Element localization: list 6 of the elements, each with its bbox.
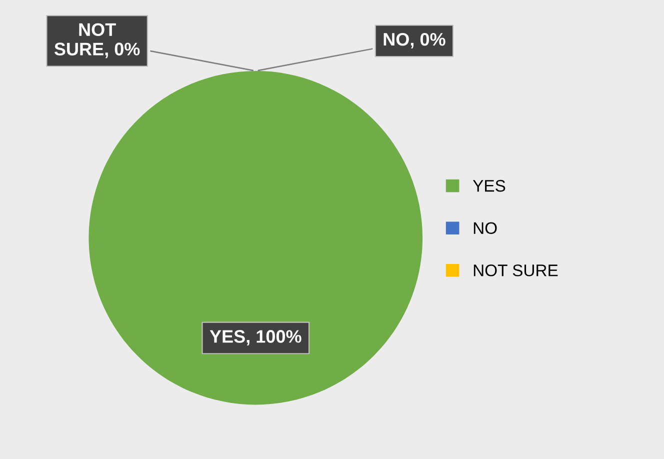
legend-label: NOT SURE — [474, 264, 558, 276]
text: NO, 0% — [384, 32, 446, 48]
legend-label: YES — [472, 180, 506, 192]
text: NOT SURE, 0% — [54, 23, 140, 58]
legend-label: NO — [474, 222, 497, 234]
data-label: YES, 100% — [210, 330, 302, 346]
